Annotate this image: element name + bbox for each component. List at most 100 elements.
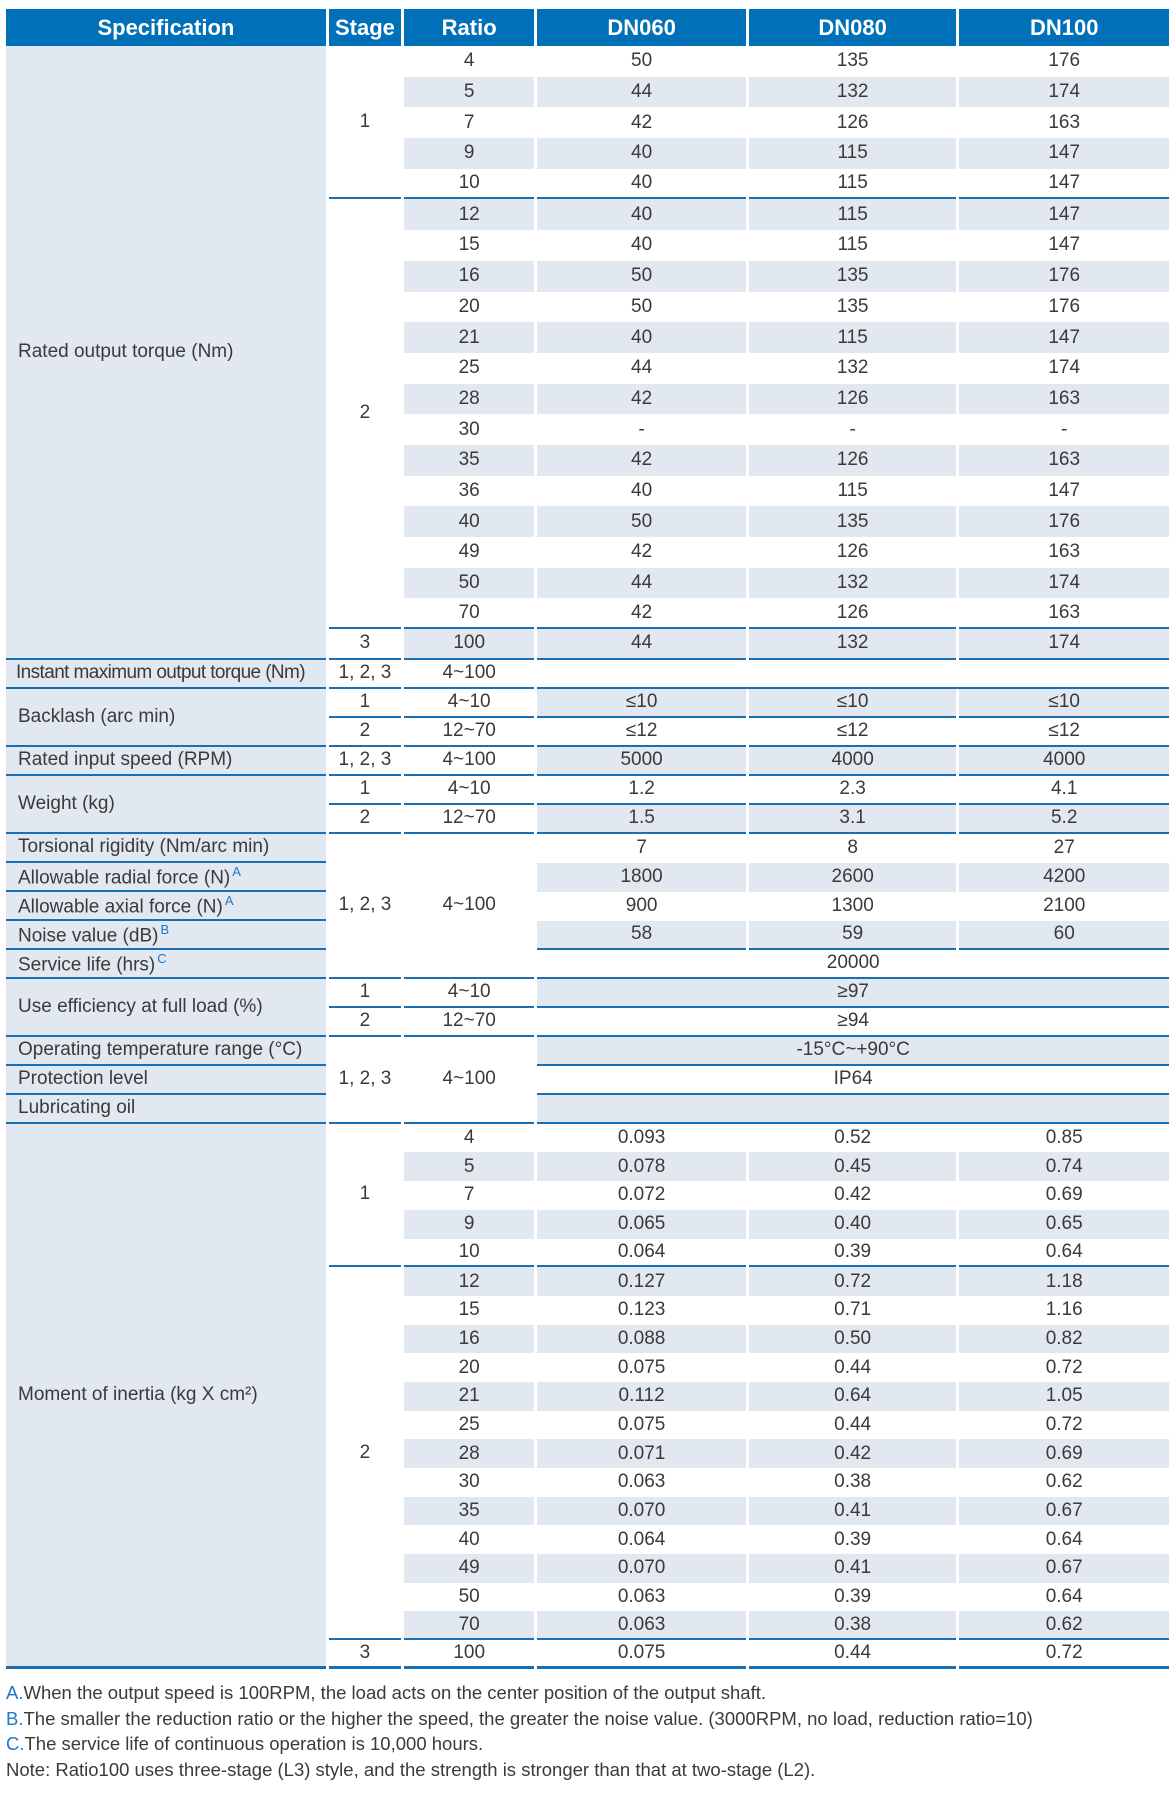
ratio-cell: 25 bbox=[458, 1413, 480, 1435]
stage-cell: 1 bbox=[328, 46, 402, 200]
value-dn080: 115 bbox=[837, 479, 868, 501]
value-dn060: 0.063 bbox=[617, 1586, 666, 1608]
value-dn080: 4000 bbox=[748, 746, 957, 776]
value-dn100: 1.05 bbox=[959, 1381, 1169, 1411]
value-dn060: 7 bbox=[636, 837, 647, 859]
ratio-cell: 40 bbox=[458, 1528, 480, 1550]
value-dn080: 0.44 bbox=[748, 1640, 957, 1669]
value-all-models: 20000 bbox=[537, 950, 1169, 979]
stage-cell: 3 bbox=[328, 1640, 402, 1669]
value-dn100: 27 bbox=[1053, 837, 1075, 859]
value-dn060: 42 bbox=[537, 444, 746, 476]
spec-label-text: Rated output torque (Nm) bbox=[18, 340, 234, 362]
table-row: 15 40 115 147 bbox=[6, 230, 1169, 261]
value-dn100: 163 bbox=[1048, 111, 1081, 133]
stage-cell: 2 bbox=[328, 718, 402, 747]
value-dn080: 126 bbox=[748, 598, 957, 630]
value-dn080: 115 bbox=[748, 322, 957, 353]
ratio-cell: 16 bbox=[404, 260, 535, 292]
table-row: Allowable axial force (N) A 900 1300 2100 bbox=[6, 891, 1169, 921]
table-row: 2 12~70 ≤12 ≤12 ≤12 bbox=[6, 718, 1169, 747]
value-dn080: 115 bbox=[748, 169, 957, 200]
stage-cell: 2 bbox=[328, 805, 402, 834]
value-dn100: 147 bbox=[1048, 234, 1081, 256]
value-dn080: 135 bbox=[836, 50, 869, 72]
ratio-cell: 28 bbox=[404, 383, 535, 415]
ratio-cell: 30 bbox=[458, 418, 480, 440]
ratio-cell: 12~70 bbox=[404, 718, 535, 747]
value-dn100: 0.69 bbox=[1045, 1184, 1083, 1206]
table-row: 49 0.070 0.41 0.67 bbox=[6, 1554, 1169, 1583]
value-dn060: 0.075 bbox=[617, 1413, 666, 1435]
value-dn080: 0.72 bbox=[748, 1267, 957, 1296]
value-dn060: 0.071 bbox=[537, 1439, 746, 1468]
ratio-cell: 4~10 bbox=[404, 776, 535, 805]
ratio-cell: 4~10 bbox=[404, 979, 535, 1008]
spec-label: Backlash (arc min) bbox=[6, 688, 326, 747]
stage-cell: 1 bbox=[328, 979, 402, 1008]
spec-label: Rated output torque (Nm) bbox=[6, 46, 326, 660]
table-row: Protection level IP64 bbox=[6, 1065, 1169, 1095]
table-row: Noise value (dB) B 58 59 60 bbox=[6, 920, 1169, 950]
value-dn060: 1.2 bbox=[537, 776, 746, 805]
footnote: A.When the output speed is 100RPM, the l… bbox=[6, 1680, 1033, 1706]
value-dn080: 0.42 bbox=[834, 1184, 872, 1206]
value-dn100: 0.64 bbox=[1045, 1586, 1083, 1608]
value-dn100: 0.65 bbox=[959, 1209, 1169, 1239]
value-dn060: 0.075 bbox=[617, 1356, 666, 1378]
footnote: B.The smaller the reduction ratio or the… bbox=[6, 1706, 1033, 1732]
table-row: 10 0.064 0.39 0.64 bbox=[6, 1239, 1169, 1268]
value-dn080: 0.50 bbox=[748, 1324, 957, 1354]
value-dn080: 115 bbox=[748, 199, 957, 231]
value-dn100: 163 bbox=[959, 598, 1169, 630]
footnote-marker: A bbox=[224, 892, 234, 908]
ratio-cell: 4~100 bbox=[404, 834, 535, 979]
value-dn100: 163 bbox=[959, 444, 1169, 476]
table-row: 3 100 44 132 174 bbox=[6, 629, 1169, 660]
ratio-cell: 50 bbox=[458, 1586, 480, 1608]
ratio-cell: 12~70 bbox=[404, 1008, 535, 1037]
value-dn080: ≤12 bbox=[748, 718, 957, 747]
value-dn080: 1300 bbox=[831, 895, 874, 917]
value-dn060: 0.070 bbox=[537, 1496, 746, 1526]
value-dn100: 4.1 bbox=[959, 776, 1169, 805]
ratio-cell: 49 bbox=[404, 1554, 535, 1583]
spec-label-text: Lubricating oil bbox=[18, 1097, 136, 1119]
ratio-cell: 15 bbox=[458, 1299, 480, 1321]
table-row: 35 42 126 163 bbox=[6, 444, 1169, 476]
spec-label-text: Instant maximum output torque (Nm) bbox=[16, 662, 306, 684]
ratio-cell: 20 bbox=[458, 1356, 480, 1378]
table-row: 16 0.088 0.50 0.82 bbox=[6, 1324, 1169, 1354]
value-dn100: 147 bbox=[959, 169, 1169, 200]
table-row: 40 50 135 176 bbox=[6, 506, 1169, 537]
spec-label: Protection level bbox=[6, 1065, 326, 1095]
spec-label: Rated input speed (RPM) bbox=[6, 746, 326, 776]
value-dn060: 44 bbox=[537, 567, 746, 599]
value-dn080: 132 bbox=[748, 567, 957, 599]
ratio-cell: 30 bbox=[458, 1471, 480, 1493]
ratio-cell: 35 bbox=[404, 1496, 535, 1526]
value-dn100: 0.67 bbox=[959, 1496, 1169, 1526]
value-dn060: 44 bbox=[631, 357, 653, 379]
ratio-cell: 49 bbox=[458, 541, 480, 563]
value-dn100: 147 bbox=[959, 138, 1169, 169]
table-row: Service life (hrs) C 20000 bbox=[6, 949, 1169, 979]
value-dn100: 176 bbox=[959, 506, 1169, 537]
ratio-cell: 4 bbox=[463, 50, 475, 72]
value-dn060: 0.123 bbox=[617, 1299, 666, 1321]
footnote-text: The smaller the reduction ratio or the h… bbox=[23, 1707, 1033, 1729]
value-dn080: ≤10 bbox=[748, 688, 957, 718]
value-dn080: 3.1 bbox=[748, 804, 957, 834]
ratio-cell: 7 bbox=[463, 111, 475, 133]
stage-cell: 2 bbox=[328, 199, 402, 630]
value-dn080: 0.42 bbox=[748, 1439, 957, 1468]
header-model-dn060: DN060 bbox=[537, 9, 746, 46]
stage-cell: 2 bbox=[328, 1267, 402, 1641]
table-row: 2 12~70 ≥94 bbox=[6, 1008, 1169, 1037]
table-row: 5 0.078 0.45 0.74 bbox=[6, 1152, 1169, 1182]
value-dn100: 176 bbox=[1048, 295, 1081, 317]
ratio-cell: 4~100 bbox=[404, 1037, 535, 1124]
ratio-cell: 100 bbox=[404, 629, 535, 660]
table-row: Allowable radial force (N) A 1800 2600 4200 bbox=[6, 862, 1169, 892]
value-dn100: 0.64 bbox=[1045, 1528, 1083, 1550]
